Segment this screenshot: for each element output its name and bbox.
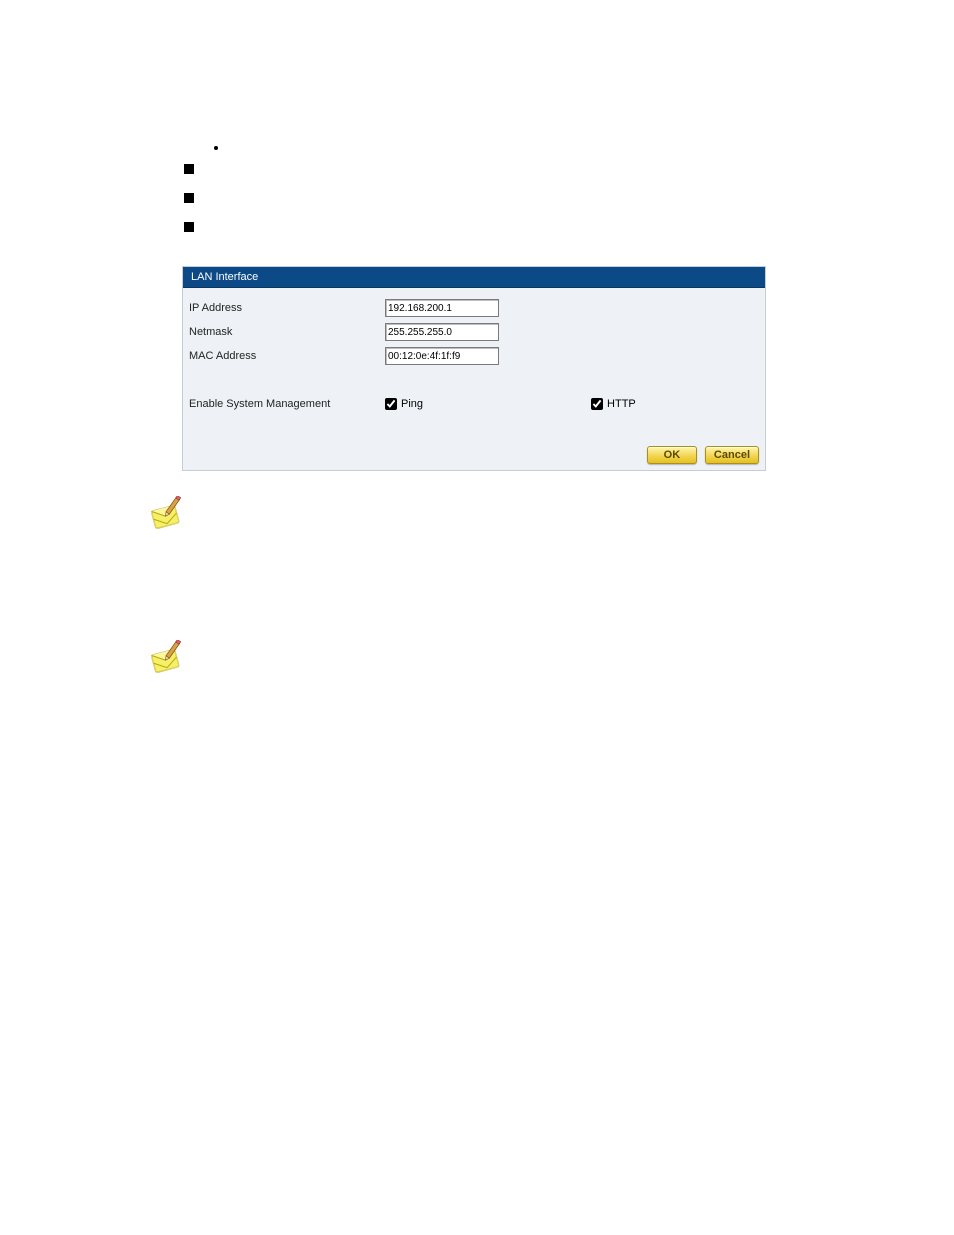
label-ip-address: IP Address — [189, 302, 385, 314]
row-system-management: Enable System Management Ping HTTP — [189, 392, 759, 416]
bullet-square-2 — [184, 193, 194, 203]
panel-form: IP Address Netmask MAC Address Enable Sy… — [183, 288, 765, 422]
label-mac-address: MAC Address — [189, 350, 385, 362]
ping-label: Ping — [401, 398, 423, 410]
bullet-square-3 — [184, 222, 194, 232]
note-icon — [145, 640, 185, 680]
mac-address-input[interactable] — [385, 347, 499, 365]
label-netmask: Netmask — [189, 326, 385, 338]
row-netmask: Netmask — [189, 320, 759, 344]
netmask-input[interactable] — [385, 323, 499, 341]
row-mac-address: MAC Address — [189, 344, 759, 368]
panel-title: LAN Interface — [183, 267, 765, 288]
http-label: HTTP — [607, 398, 636, 410]
cancel-button[interactable]: Cancel — [705, 446, 759, 464]
note-icon — [145, 496, 185, 536]
label-system-management: Enable System Management — [189, 398, 385, 410]
ok-button[interactable]: OK — [647, 446, 697, 464]
bullet-square-1 — [184, 164, 194, 174]
bullet-dot — [214, 146, 218, 150]
lan-interface-panel: LAN Interface IP Address Netmask MAC Add… — [182, 266, 766, 471]
ping-checkbox[interactable] — [385, 398, 397, 410]
http-checkbox-wrapper[interactable]: HTTP — [591, 398, 636, 410]
http-checkbox[interactable] — [591, 398, 603, 410]
ip-address-input[interactable] — [385, 299, 499, 317]
button-row: OK Cancel — [183, 422, 765, 470]
row-ip-address: IP Address — [189, 296, 759, 320]
ping-checkbox-wrapper[interactable]: Ping — [385, 398, 423, 410]
